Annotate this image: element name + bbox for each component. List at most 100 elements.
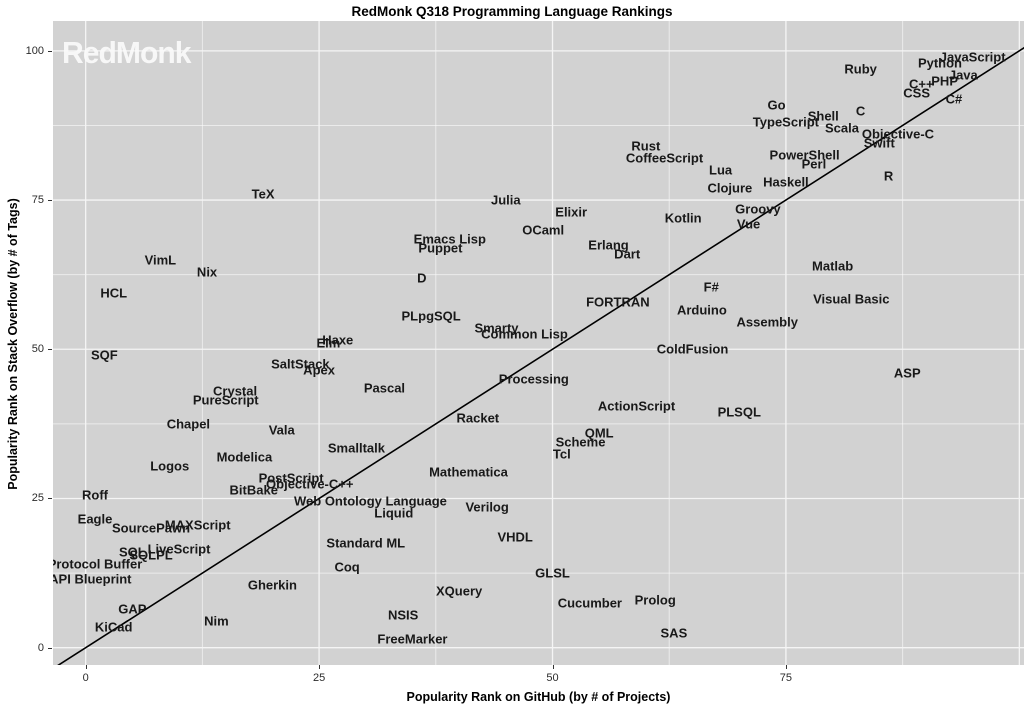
point-label-hcl: HCL	[100, 285, 128, 301]
point-label-tcl: Tcl	[552, 446, 571, 462]
point-label-cucumber: Cucumber	[557, 595, 622, 611]
point-label-postscript: PostScript	[258, 470, 324, 486]
point-label-elixir: Elixir	[555, 204, 588, 220]
point-label-java: Java	[948, 67, 978, 83]
point-label-erlang: Erlang	[588, 237, 629, 253]
y-tick-mark	[48, 50, 52, 52]
point-label-coffeescript: CoffeeScript	[625, 150, 704, 166]
point-label-objective-c: Objective-C	[861, 126, 935, 142]
point-label-sqf: SQF	[90, 347, 118, 363]
point-label-sqlpl: SQLPL	[129, 547, 173, 563]
point-label-objective-c-: Objective-C++	[266, 476, 354, 492]
point-label-vue: Vue	[736, 216, 761, 232]
point-label-purescript: PureScript	[192, 392, 259, 408]
y-tick-mark	[48, 647, 52, 649]
point-label-c: C	[855, 103, 866, 119]
point-label-crystal: Crystal	[213, 383, 258, 399]
point-label-roff: Roff	[82, 487, 108, 503]
point-label-sourcepawn: SourcePawn	[112, 520, 191, 536]
point-label-coq: Coq	[334, 559, 360, 575]
x-axis-title: Popularity Rank on GitHub (by # of Proje…	[406, 690, 671, 704]
point-label-sas: SAS	[660, 625, 688, 641]
point-label-javascript: JavaScript	[939, 49, 1006, 65]
x-tick-label: 50	[546, 672, 559, 684]
point-label-prolog: Prolog	[634, 592, 676, 608]
point-label-elm: Elm	[316, 335, 341, 351]
point-label-arduino: Arduino	[676, 302, 727, 318]
reference-line	[57, 46, 1024, 665]
point-label-php: PHP	[931, 73, 958, 89]
x-tick-label: 75	[779, 672, 793, 684]
point-label-visual-basic: Visual Basic	[813, 291, 890, 307]
point-label-tex: TeX	[251, 186, 275, 202]
point-label-lua: Lua	[709, 162, 733, 178]
point-label-verilog: Verilog	[465, 499, 509, 515]
point-label-glsl: GLSL	[535, 565, 570, 581]
point-label-clojure: Clojure	[707, 180, 753, 196]
plot-panel: RedMonk JavaScript Python Java Ruby PHP C++ CS…	[53, 21, 1024, 665]
point-label-smarty: Smarty	[474, 320, 519, 336]
point-label-powershell: PowerShell	[769, 147, 840, 163]
point-label-web-ontology-language: Web Ontology Language	[294, 493, 447, 509]
point-label-ruby: Ruby	[844, 61, 877, 77]
point-label-protocol-buffer: Protocol Buffer	[53, 556, 143, 572]
point-label-coldfusion: ColdFusion	[656, 341, 729, 357]
point-label-julia: Julia	[491, 192, 521, 208]
point-label-d: D	[417, 270, 427, 286]
point-label-swift: Swift	[863, 135, 895, 151]
point-label-maxscript: MAXScript	[164, 517, 231, 533]
point-label-puppet: Puppet	[418, 240, 463, 256]
point-label-f-: F#	[703, 279, 719, 295]
x-tick-label: 25	[312, 672, 326, 684]
y-tick-label: 50	[31, 343, 44, 356]
point-label-vhdl: VHDL	[497, 529, 533, 545]
point-label-common-lisp: Common Lisp	[481, 326, 568, 342]
point-label-nix: Nix	[196, 264, 218, 280]
point-label-bitbake: BitBake	[229, 482, 278, 498]
point-label-matlab: Matlab	[812, 258, 854, 274]
point-label-processing: Processing	[498, 371, 569, 387]
point-label-api-blueprint: API Blueprint	[53, 571, 132, 587]
point-label-nim: Nim	[204, 613, 229, 629]
x-tick-mark	[319, 665, 321, 669]
point-label-standard-ml: Standard ML	[326, 535, 406, 551]
point-label-qml: QML	[584, 425, 614, 441]
watermark: RedMonk	[62, 35, 191, 70]
point-label-apex: Apex	[303, 362, 335, 378]
y-tick-mark	[48, 200, 52, 202]
y-tick-label: 75	[31, 194, 44, 207]
point-label-livescript: LiveScript	[147, 541, 211, 557]
y-tick-label: 0	[37, 641, 44, 654]
point-label-plsql: PLSQL	[717, 404, 761, 420]
chart-title: RedMonk Q318 Programming Language Rankin…	[351, 4, 673, 19]
point-label-typescript: TypeScript	[752, 114, 820, 130]
point-label-dart: Dart	[614, 246, 641, 262]
point-label-gherkin: Gherkin	[247, 577, 297, 593]
point-label-r: R	[883, 168, 894, 184]
point-label-css: CSS	[903, 85, 930, 101]
point-label-go: Go	[767, 97, 786, 113]
point-label-nsis: NSIS	[387, 607, 419, 623]
point-label-emacs-lisp: Emacs Lisp	[413, 231, 486, 247]
point-label-smalltalk: Smalltalk	[327, 440, 385, 456]
point-label-pascal: Pascal	[363, 380, 406, 396]
point-label-scala: Scala	[824, 120, 859, 136]
point-label-perl: Perl	[801, 156, 827, 172]
point-label-asp: ASP	[893, 365, 921, 381]
x-tick-mark	[785, 665, 787, 669]
point-label-fortran: FORTRAN	[586, 294, 650, 310]
gridlines-and-reference-line	[53, 21, 1024, 665]
point-label-racket: Racket	[456, 410, 500, 426]
point-label-groovy: Groovy	[735, 201, 781, 217]
y-tick-label: 25	[31, 492, 44, 505]
x-tick-mark	[85, 665, 87, 669]
point-label-freemarker: FreeMarker	[377, 631, 448, 647]
point-label-vala: Vala	[268, 422, 295, 438]
point-label-shell: Shell	[807, 108, 839, 124]
point-label-c-: C++	[909, 76, 934, 92]
point-label-rust: Rust	[631, 138, 661, 154]
point-label-assembly: Assembly	[736, 314, 798, 330]
point-label-plpgsql: PLpgSQL	[401, 308, 461, 324]
x-tick-mark	[552, 665, 554, 669]
